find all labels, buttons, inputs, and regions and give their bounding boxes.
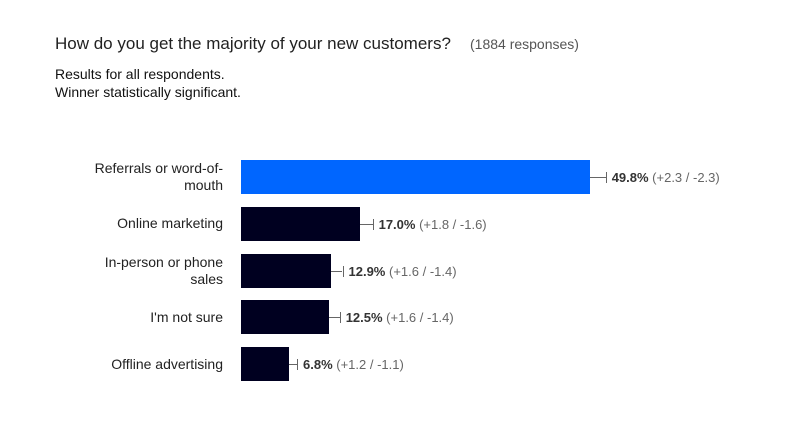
category-label: In-person or phone sales [104,253,223,287]
category-label: Referrals or word-of-mouth [94,160,223,193]
bar [241,253,332,288]
response-count: (1884 responses) [470,36,579,52]
error-bar-cap [297,359,298,371]
value-label: 12.9% (+1.6 / -1.4) [349,264,457,279]
error-bar [589,177,606,178]
confidence-interval: (+1.2 / -1.1) [332,357,404,373]
error-bar-cap [372,218,374,230]
value-percent: 12.9% [348,263,386,279]
value-percent: 12.5% [345,310,383,326]
bar [241,347,289,382]
error-bar [328,317,340,319]
confidence-interval: (+2.3 / -2.3) [648,170,720,185]
bar [241,160,590,194]
confidence-interval: (+1.6 / -1.4) [382,310,454,326]
error-bar [360,223,373,225]
category-label: Offline advertising [111,355,223,372]
value-label: 17.0% (+1.8 / -1.6) [379,217,487,232]
error-bar-cap [339,312,341,324]
confidence-interval: (+1.8 / -1.6) [415,216,487,232]
value-percent: 6.8% [303,357,333,373]
confidence-interval: (+1.6 / -1.4) [385,263,457,279]
error-bar-cap [605,172,607,183]
error-bar [331,270,343,272]
error-bar [288,364,297,366]
subtitle-significance: Winner statistically significant. [55,84,241,100]
bar [241,300,329,335]
value-label: 12.5% (+1.6 / -1.4) [346,310,454,325]
value-percent: 49.8% [611,170,649,185]
category-label: Online marketing [117,215,223,232]
value-percent: 17.0% [378,216,416,232]
subtitle-respondents: Results for all respondents. [55,66,225,82]
error-bar-cap [342,265,344,277]
category-label: I'm not sure [150,308,223,325]
value-label: 6.8% (+1.2 / -1.1) [303,357,404,372]
bar [241,206,360,241]
chart-title: How do you get the majority of your new … [55,34,451,53]
value-label: 49.8% (+2.3 / -2.3) [612,170,720,185]
